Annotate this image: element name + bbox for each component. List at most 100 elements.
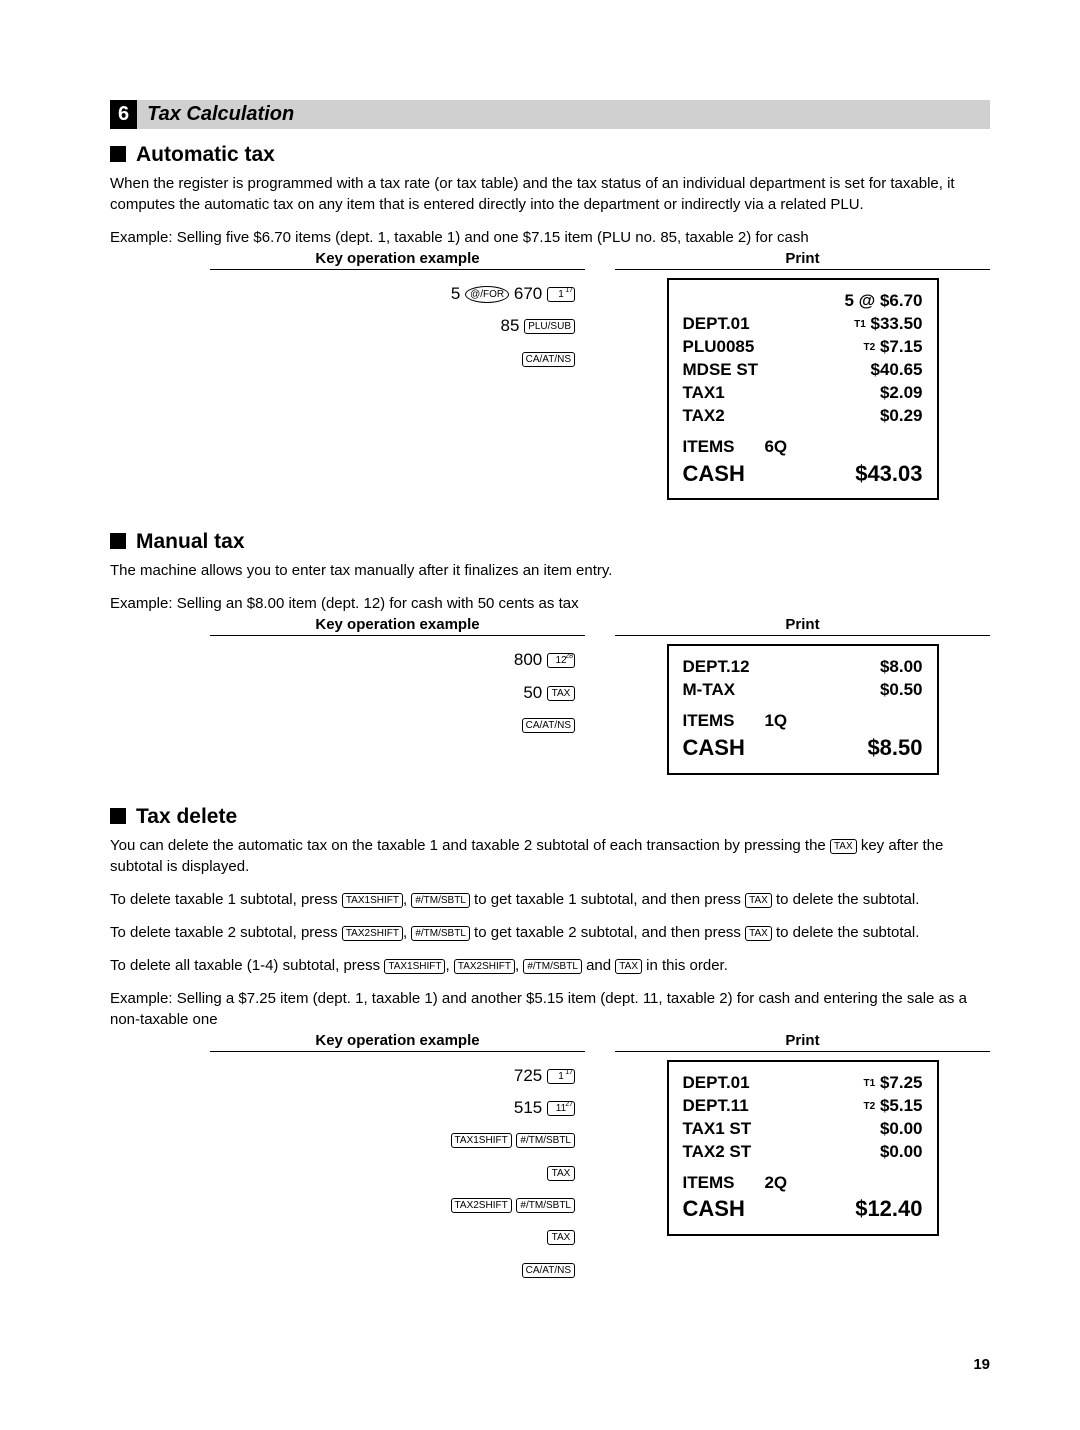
text: in this order. — [642, 957, 728, 974]
receipt-cell: ITEMS — [683, 436, 735, 459]
auto-heading-text: Automatic tax — [136, 143, 275, 166]
receipt-cell: M-TAX — [683, 679, 736, 702]
key-text: 725 — [514, 1066, 542, 1085]
receipt-cell: $2.09 — [880, 382, 923, 405]
receipt-cell: $0.29 — [880, 405, 923, 428]
dept1-key: 117 — [547, 1069, 575, 1084]
manual-key-header: Key operation example — [210, 616, 585, 636]
tax-key: TAX — [547, 1166, 575, 1181]
key-text: 515 — [514, 1098, 542, 1117]
square-marker-icon — [110, 808, 126, 824]
tmsbtl-key-inline: #/TM/SBTL — [411, 893, 470, 908]
text: to get taxable 2 subtotal, and then pres… — [470, 924, 745, 941]
tmsbtl-key: #/TM/SBTL — [516, 1198, 575, 1213]
tax1shift-key: TAX1SHIFT — [451, 1133, 512, 1148]
delete-body2: To delete taxable 1 subtotal, press TAX1… — [110, 889, 990, 910]
auto-key-header: Key operation example — [210, 250, 585, 270]
receipt-cell: T1 $33.50 — [854, 313, 922, 336]
caatns-key: CA/AT/NS — [522, 718, 575, 733]
manual-example: Example: Selling an $8.00 item (dept. 12… — [110, 593, 990, 614]
receipt-cell: $0.00 — [880, 1118, 923, 1141]
manual-print-col: Print DEPT.12$8.00 M-TAX$0.50 ITEMS1Q CA… — [615, 616, 990, 775]
section-header: 6 Tax Calculation — [110, 100, 990, 129]
receipt-cell: PLU0085 — [683, 336, 755, 359]
manual-body: The machine allows you to enter tax manu… — [110, 560, 990, 581]
receipt-cell: $43.03 — [855, 459, 922, 489]
text: To delete taxable 2 subtotal, press — [110, 924, 342, 941]
receipt-cell: 6Q — [734, 436, 922, 459]
receipt-cell: DEPT.12 — [683, 656, 750, 679]
manual-key-col: Key operation example 800 1228 50 TAX CA… — [210, 616, 585, 741]
receipt-cell: ITEMS — [683, 1172, 735, 1195]
dept11-key: 1127 — [547, 1101, 575, 1116]
auto-example: Example: Selling five $6.70 items (dept.… — [110, 227, 990, 248]
receipt-cell: $8.50 — [867, 733, 922, 763]
text: To delete taxable 1 subtotal, press — [110, 891, 342, 908]
manual-print-header: Print — [615, 616, 990, 636]
receipt-cell: ITEMS — [683, 710, 735, 733]
key-line: CA/AT/NS — [210, 343, 575, 375]
tax-key: TAX — [547, 686, 575, 701]
tmsbtl-key: #/TM/SBTL — [516, 1133, 575, 1148]
text: to delete the subtotal. — [772, 924, 920, 941]
delete-heading-text: Tax delete — [136, 805, 237, 828]
text: to delete the subtotal. — [772, 891, 920, 908]
key-line: TAX — [210, 1221, 575, 1253]
text: and — [582, 957, 615, 974]
key-line: 725 117 — [210, 1060, 575, 1092]
tax-key-inline: TAX — [615, 959, 642, 974]
manual-key-ops: 800 1228 50 TAX CA/AT/NS — [210, 644, 585, 741]
caatns-key: CA/AT/NS — [522, 1263, 575, 1278]
key-text: 85 — [501, 316, 520, 335]
receipt-cell: $12.40 — [855, 1194, 922, 1224]
key-text: 800 — [514, 650, 542, 669]
auto-heading: Automatic tax — [110, 143, 990, 167]
receipt-cell: TAX1 — [683, 382, 725, 405]
receipt-cell: T2 $5.15 — [864, 1095, 923, 1118]
key-text: 5 — [451, 284, 460, 303]
receipt-cell: CASH — [683, 733, 745, 763]
receipt-cell: TAX2 — [683, 405, 725, 428]
auto-receipt: 5 @ $6.70 DEPT.01T1 $33.50 PLU0085T2 $7.… — [667, 278, 939, 500]
key-line: TAX — [210, 1157, 575, 1189]
receipt-cell: TAX2 ST — [683, 1141, 752, 1164]
key-text: 50 — [523, 683, 542, 702]
tax2shift-key: TAX2SHIFT — [451, 1198, 512, 1213]
delete-body3: To delete taxable 2 subtotal, press TAX2… — [110, 922, 990, 943]
receipt-cell: CASH — [683, 1194, 745, 1224]
auto-key-col: Key operation example 5 @/FOR 670 117 85… — [210, 250, 585, 375]
plusub-key: PLU/SUB — [524, 319, 575, 334]
auto-print-col: Print 5 @ $6.70 DEPT.01T1 $33.50 PLU0085… — [615, 250, 990, 500]
delete-example-row: Key operation example 725 117 515 1127 T… — [110, 1032, 990, 1286]
manual-heading: Manual tax — [110, 530, 990, 554]
auto-body: When the register is programmed with a t… — [110, 173, 990, 215]
tax1shift-key-inline: TAX1SHIFT — [384, 959, 445, 974]
tax-key-inline: TAX — [745, 893, 772, 908]
section-title: Tax Calculation — [137, 100, 304, 129]
caatns-key: CA/AT/NS — [522, 352, 575, 367]
receipt-cell: $40.65 — [871, 359, 923, 382]
square-marker-icon — [110, 533, 126, 549]
auto-print-header: Print — [615, 250, 990, 270]
delete-print-header: Print — [615, 1032, 990, 1052]
receipt-cell: 2Q — [734, 1172, 922, 1195]
delete-heading: Tax delete — [110, 805, 990, 829]
key-line: TAX2SHIFT #/TM/SBTL — [210, 1189, 575, 1221]
receipt-cell: CASH — [683, 459, 745, 489]
text: to get taxable 1 subtotal, and then pres… — [470, 891, 745, 908]
key-line: 515 1127 — [210, 1092, 575, 1124]
text: You can delete the automatic tax on the … — [110, 837, 830, 854]
receipt-cell: T2 $7.15 — [864, 336, 923, 359]
manual-receipt: DEPT.12$8.00 M-TAX$0.50 ITEMS1Q CASH$8.5… — [667, 644, 939, 775]
receipt-cell: $8.00 — [880, 656, 923, 679]
delete-example: Example: Selling a $7.25 item (dept. 1, … — [110, 988, 990, 1030]
delete-receipt: DEPT.01T1 $7.25 DEPT.11T2 $5.15 TAX1 ST$… — [667, 1060, 939, 1236]
key-line: 50 TAX — [210, 677, 575, 709]
delete-key-header: Key operation example — [210, 1032, 585, 1052]
tax-key-inline: TAX — [745, 926, 772, 941]
key-line: 5 @/FOR 670 117 — [210, 278, 575, 310]
tax-key-inline: TAX — [830, 839, 857, 854]
square-marker-icon — [110, 146, 126, 162]
delete-key-ops: 725 117 515 1127 TAX1SHIFT #/TM/SBTL TAX… — [210, 1060, 585, 1286]
receipt-cell: DEPT.01 — [683, 313, 750, 336]
